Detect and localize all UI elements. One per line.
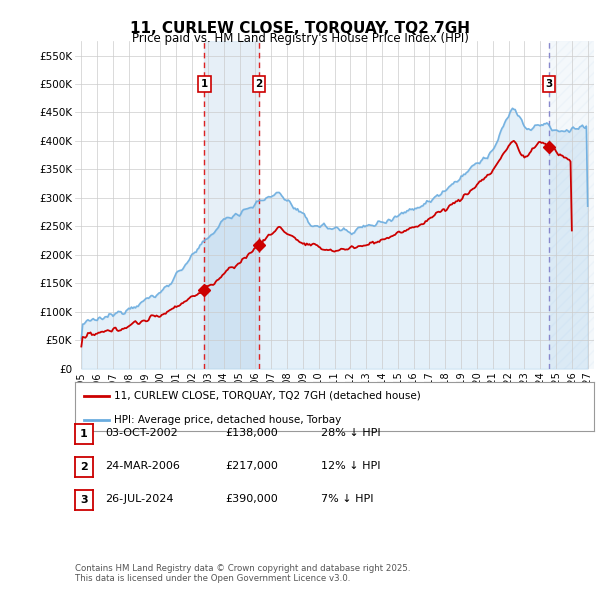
Text: £390,000: £390,000: [225, 494, 278, 504]
Text: Contains HM Land Registry data © Crown copyright and database right 2025.
This d: Contains HM Land Registry data © Crown c…: [75, 563, 410, 583]
Text: 7% ↓ HPI: 7% ↓ HPI: [321, 494, 373, 504]
Bar: [204, 41, 259, 369]
Text: 1: 1: [80, 429, 88, 438]
Text: 03-OCT-2002: 03-OCT-2002: [105, 428, 178, 438]
Text: 28% ↓ HPI: 28% ↓ HPI: [321, 428, 380, 438]
Text: 1: 1: [200, 79, 208, 89]
Text: 2: 2: [256, 79, 263, 89]
Text: 11, CURLEW CLOSE, TORQUAY, TQ2 7GH: 11, CURLEW CLOSE, TORQUAY, TQ2 7GH: [130, 21, 470, 35]
Text: 11, CURLEW CLOSE, TORQUAY, TQ2 7GH (detached house): 11, CURLEW CLOSE, TORQUAY, TQ2 7GH (deta…: [114, 391, 421, 401]
Text: 3: 3: [545, 79, 553, 89]
Text: £217,000: £217,000: [225, 461, 278, 471]
Text: HPI: Average price, detached house, Torbay: HPI: Average price, detached house, Torb…: [114, 415, 341, 425]
Text: 26-JUL-2024: 26-JUL-2024: [105, 494, 173, 504]
Text: 2: 2: [80, 462, 88, 471]
Bar: [549, 41, 594, 369]
Text: 12% ↓ HPI: 12% ↓ HPI: [321, 461, 380, 471]
Text: £138,000: £138,000: [225, 428, 278, 438]
Text: 24-MAR-2006: 24-MAR-2006: [105, 461, 180, 471]
Text: Price paid vs. HM Land Registry's House Price Index (HPI): Price paid vs. HM Land Registry's House …: [131, 32, 469, 45]
Text: 3: 3: [80, 495, 88, 504]
